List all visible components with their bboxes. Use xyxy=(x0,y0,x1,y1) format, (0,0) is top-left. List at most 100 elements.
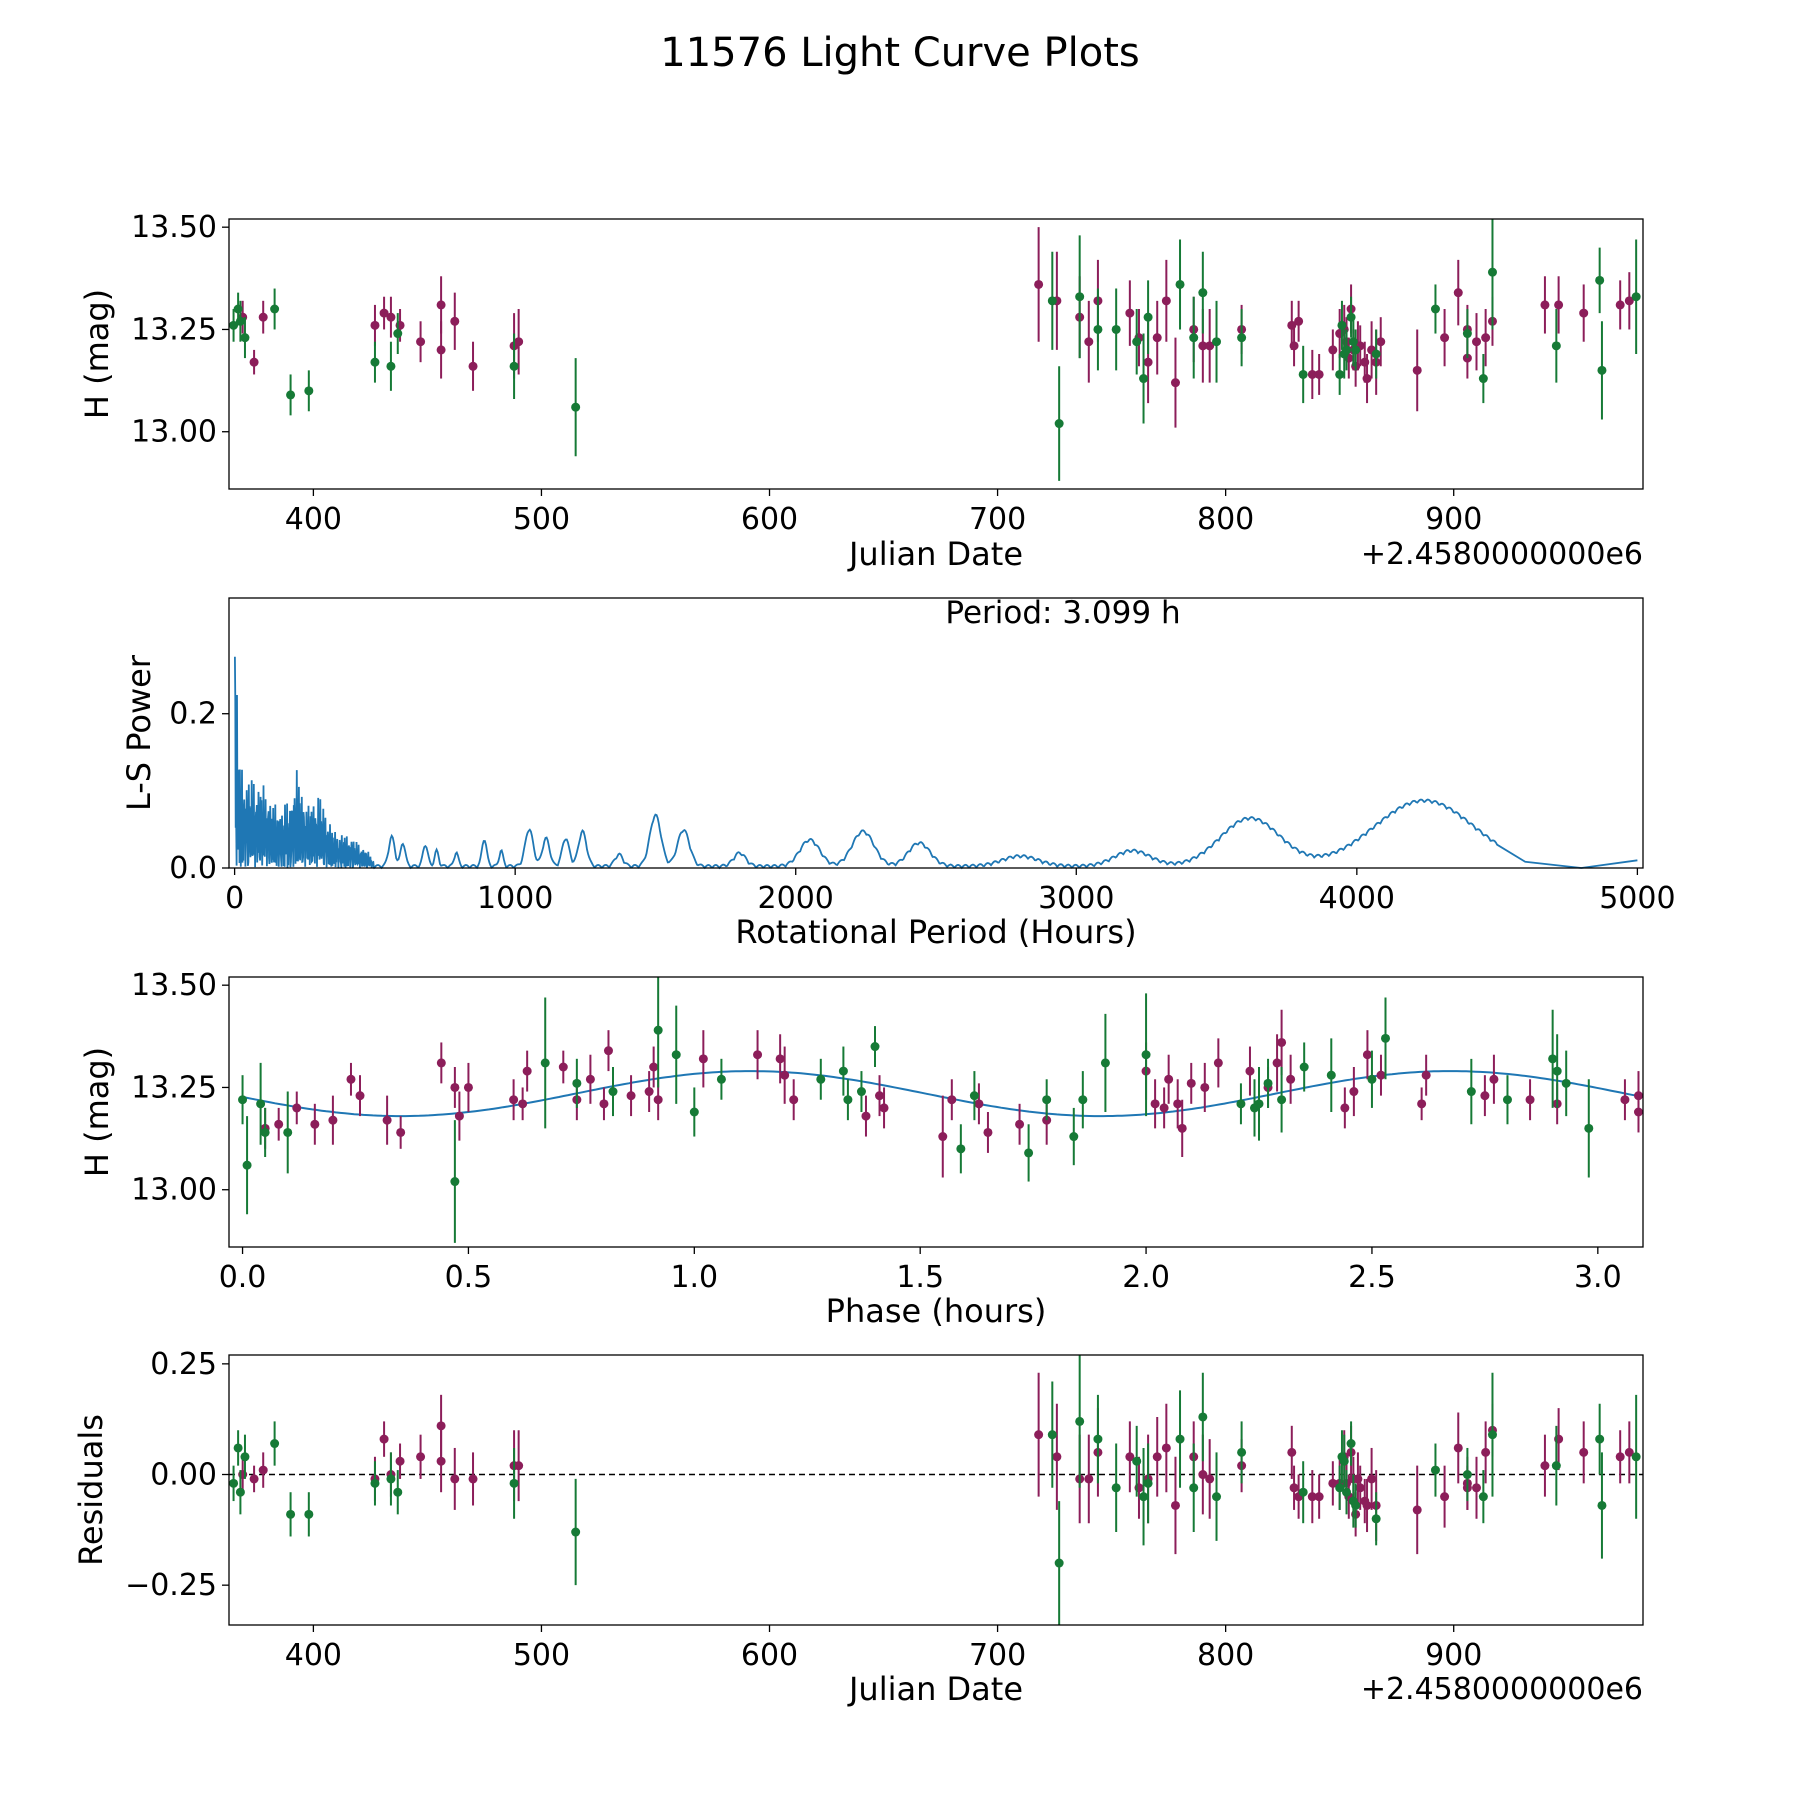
data-point xyxy=(1584,1123,1594,1133)
data-point xyxy=(599,1099,609,1109)
residuals-offset-text: +2.4580000000e6 xyxy=(1361,1672,1643,1707)
data-point xyxy=(1272,1058,1282,1068)
phased-y-tick-label: 13.00 xyxy=(131,1173,217,1208)
data-point xyxy=(1307,1492,1317,1502)
phased-plot-area xyxy=(238,977,1643,1243)
data-point xyxy=(229,320,239,330)
data-point xyxy=(1125,1452,1135,1462)
data-point xyxy=(1502,1095,1512,1105)
data-point xyxy=(1346,1439,1356,1449)
data-point xyxy=(1624,1447,1634,1457)
data-point xyxy=(1478,374,1488,384)
data-point xyxy=(1453,1443,1463,1453)
data-point xyxy=(292,1103,302,1113)
residuals-x-tick-label: 400 xyxy=(285,1638,342,1673)
data-point xyxy=(1335,369,1345,379)
data-point xyxy=(370,320,380,330)
lightcurve-y-label: H (mag) xyxy=(78,289,116,419)
data-point xyxy=(1342,1487,1352,1497)
periodogram-panel: 0 1000 2000 3000 4000 5000 0.0 0.2 Period: 3.09… xyxy=(120,595,1676,951)
data-point xyxy=(240,333,250,343)
data-point xyxy=(450,1474,460,1484)
data-point xyxy=(509,1478,519,1488)
data-point xyxy=(956,1144,966,1154)
data-point xyxy=(716,1074,726,1084)
phased-x-tick-label: 2.5 xyxy=(1348,1260,1396,1295)
data-point xyxy=(382,1115,392,1125)
data-point xyxy=(1417,1099,1427,1109)
lightcurve-x-tick-label: 700 xyxy=(969,502,1026,537)
data-point xyxy=(1579,308,1589,318)
data-point xyxy=(1314,369,1324,379)
data-point xyxy=(1212,1492,1222,1502)
data-point xyxy=(258,1465,268,1475)
figure-title: 11576 Light Curve Plots xyxy=(660,30,1139,76)
data-point xyxy=(1362,374,1372,384)
data-point xyxy=(270,304,280,314)
data-point xyxy=(450,1177,460,1187)
lightcurve-x-label: Julian Date xyxy=(847,535,1023,573)
data-point xyxy=(304,386,314,396)
data-point xyxy=(1237,1447,1247,1457)
lightcurve-y-tick-label: 13.50 xyxy=(131,210,217,245)
data-point xyxy=(1200,1082,1210,1092)
data-point xyxy=(1362,1050,1372,1060)
data-point xyxy=(1472,1483,1482,1493)
residuals-frame xyxy=(228,1354,1644,1626)
data-point xyxy=(1489,1074,1499,1084)
data-point xyxy=(1143,357,1153,367)
data-point xyxy=(1042,1095,1052,1105)
data-point xyxy=(450,316,460,326)
lightcurve-panel: 400 500 600 700 800 900 13.00 13.25 13.50 Julian… xyxy=(78,210,1644,573)
data-point xyxy=(1237,333,1247,343)
residuals-x-label: Julian Date xyxy=(847,1670,1023,1708)
data-point xyxy=(571,402,581,412)
data-point xyxy=(1150,1099,1160,1109)
residuals-x-tick-label: 900 xyxy=(1425,1638,1482,1673)
data-point xyxy=(1412,1505,1422,1515)
data-point xyxy=(1173,1099,1183,1109)
fit-curve xyxy=(242,1070,1639,1118)
lightcurve-x-tick-label: 600 xyxy=(741,502,798,537)
data-point xyxy=(249,1474,259,1484)
data-point xyxy=(249,357,259,367)
data-point xyxy=(1175,279,1185,289)
data-point xyxy=(1289,341,1299,351)
data-point xyxy=(509,1095,519,1105)
data-point xyxy=(856,1087,866,1097)
data-point xyxy=(1412,365,1422,375)
data-point xyxy=(1152,333,1162,343)
data-point xyxy=(1034,1430,1044,1440)
residuals-y-tick-label: 0.25 xyxy=(150,1347,217,1382)
data-point xyxy=(698,1054,708,1064)
data-point xyxy=(1159,1103,1169,1113)
periodogram-x-tick-label: 5000 xyxy=(1599,881,1675,916)
data-point xyxy=(1335,1483,1345,1493)
data-point xyxy=(355,1091,365,1101)
data-point xyxy=(1349,1087,1359,1097)
data-point xyxy=(1170,1500,1180,1510)
data-point xyxy=(286,1509,296,1519)
data-point xyxy=(463,1082,473,1092)
residuals-x-tick-label: 700 xyxy=(969,1638,1026,1673)
period-annotation: Period: 3.099 h xyxy=(945,595,1180,631)
data-point xyxy=(1205,341,1215,351)
data-point xyxy=(1595,275,1605,285)
data-point xyxy=(1430,1465,1440,1475)
data-point xyxy=(608,1087,618,1097)
lightcurve-x-tick-label: 500 xyxy=(513,502,570,537)
data-point xyxy=(514,1461,524,1471)
data-point xyxy=(1615,300,1625,310)
data-point xyxy=(370,357,380,367)
data-point xyxy=(1078,1095,1088,1105)
data-point xyxy=(1367,1074,1377,1084)
periodogram-line xyxy=(234,656,1638,870)
residuals-x-tick-label: 600 xyxy=(741,1638,798,1673)
data-point xyxy=(436,345,446,355)
residuals-panel: 400 500 600 700 800 900 −0.25 0.00 0.25 Julian D… xyxy=(72,1347,1644,1708)
data-point xyxy=(416,1452,426,1462)
data-point xyxy=(1631,292,1641,302)
data-point xyxy=(436,1421,446,1431)
data-point xyxy=(572,1078,582,1088)
data-point xyxy=(1034,279,1044,289)
